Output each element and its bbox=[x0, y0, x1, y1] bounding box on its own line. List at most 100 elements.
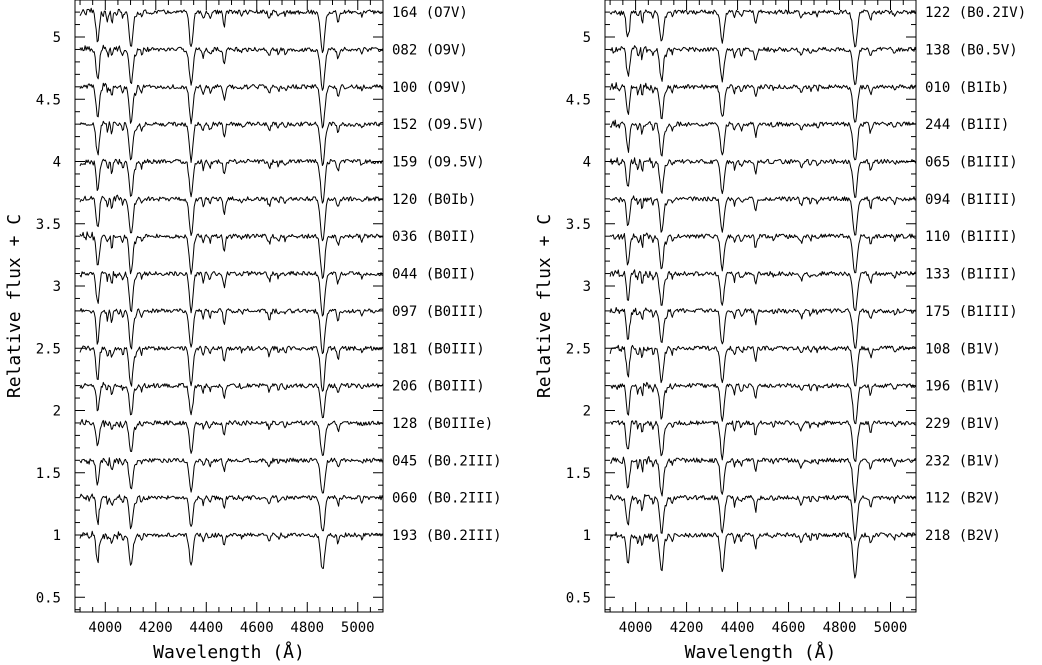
spectrum-label: 206 (B0III) bbox=[392, 379, 485, 395]
x-tick-label: 5000 bbox=[341, 620, 375, 636]
y-tick-label: 0.5 bbox=[36, 590, 61, 606]
y-axis-label: Relative flux + C bbox=[4, 214, 25, 398]
y-tick-label: 2 bbox=[583, 404, 591, 420]
x-tick-label: 4800 bbox=[290, 620, 324, 636]
spectrum-label: 181 (B0III) bbox=[392, 341, 485, 357]
spectrum-label: 010 (B1Ib) bbox=[925, 80, 1009, 96]
y-tick-label: 4 bbox=[53, 155, 61, 171]
spectrum-line bbox=[79, 270, 384, 317]
spectrum-line bbox=[79, 530, 384, 569]
plot-frame bbox=[74, 0, 384, 613]
spectrum-line bbox=[609, 232, 917, 274]
spectrum-line bbox=[79, 120, 384, 166]
x-tick-label: 4400 bbox=[189, 620, 223, 636]
y-tick-label: 2 bbox=[53, 404, 61, 420]
spectrum-line bbox=[609, 119, 917, 161]
y-tick-label: 1.5 bbox=[36, 466, 61, 482]
spectrum-line bbox=[609, 344, 917, 387]
spectrum-label: 108 (B1V) bbox=[925, 341, 1001, 357]
x-tick-label: 5000 bbox=[874, 620, 908, 636]
spectrum-line bbox=[610, 381, 917, 425]
spectrum-line bbox=[79, 493, 384, 532]
spectrum-label: 193 (B0.2III) bbox=[392, 528, 502, 544]
spectrum-line bbox=[610, 456, 917, 504]
y-tick-label: 3.5 bbox=[36, 217, 61, 233]
y-tick-label: 2.5 bbox=[566, 341, 591, 357]
spectrum-label: 232 (B1V) bbox=[925, 453, 1001, 469]
x-tick-label: 4800 bbox=[823, 620, 857, 636]
spectrum-label: 044 (B0II) bbox=[392, 267, 476, 283]
spectrum-line bbox=[79, 345, 384, 392]
spectrum-line bbox=[79, 44, 384, 91]
spectrum-label: 060 (B0.2III) bbox=[392, 491, 502, 507]
x-tick-label: 4200 bbox=[139, 620, 173, 636]
spectrum-label: 100 (O9V) bbox=[392, 80, 468, 96]
y-tick-label: 1 bbox=[583, 528, 591, 544]
y-tick-label: 3 bbox=[583, 279, 591, 295]
spectrum-label: 229 (B1V) bbox=[925, 416, 1001, 432]
spectrum-line bbox=[609, 269, 917, 311]
spectrum-line bbox=[609, 494, 917, 541]
spectrum-line bbox=[79, 381, 384, 419]
spectrum-label: 128 (B0IIIe) bbox=[392, 416, 493, 432]
spectrum-line bbox=[79, 7, 384, 54]
spectrum-line bbox=[609, 82, 917, 123]
spectrum-label: 152 (O9.5V) bbox=[392, 117, 485, 133]
x-tick-label: 4200 bbox=[670, 620, 704, 636]
spectrum-line bbox=[79, 418, 384, 456]
y-tick-label: 3.5 bbox=[566, 217, 591, 233]
spectrum-line bbox=[609, 531, 917, 579]
spectrum-label: 036 (B0II) bbox=[392, 229, 476, 245]
spectrum-label: 133 (B1III) bbox=[925, 267, 1018, 283]
spectrum-label: 164 (O7V) bbox=[392, 5, 468, 21]
spectrum-line bbox=[609, 307, 917, 349]
spectrum-line bbox=[609, 45, 917, 86]
x-tick-label: 4600 bbox=[240, 620, 274, 636]
spectrum-label: 094 (B1III) bbox=[925, 192, 1018, 208]
y-tick-label: 1.5 bbox=[566, 466, 591, 482]
y-tick-label: 4.5 bbox=[36, 92, 61, 108]
x-axis-label: Wavelength (Å) bbox=[153, 641, 305, 663]
spectrum-line bbox=[609, 195, 917, 236]
y-tick-label: 4.5 bbox=[566, 92, 591, 108]
spectrum-line bbox=[609, 420, 917, 462]
y-tick-label: 3 bbox=[53, 279, 61, 295]
spectrum-label: 110 (B1III) bbox=[925, 229, 1018, 245]
spectrum-label: 065 (B1III) bbox=[925, 155, 1018, 171]
spectrum-label: 122 (B0.2IV) bbox=[925, 5, 1026, 21]
spectrum-label: 218 (B2V) bbox=[925, 528, 1001, 544]
spectrum-line bbox=[79, 82, 384, 129]
spectrum-label: 082 (O9V) bbox=[392, 42, 468, 58]
spectrum-line bbox=[79, 308, 384, 355]
spectrum-label: 045 (B0.2III) bbox=[392, 453, 502, 469]
y-tick-label: 4 bbox=[583, 155, 591, 171]
spectrum-line bbox=[79, 457, 384, 494]
spectrum-line bbox=[79, 158, 384, 204]
y-tick-label: 5 bbox=[583, 30, 591, 46]
spectrum-label: 159 (O9.5V) bbox=[392, 155, 485, 171]
spectrum-line bbox=[79, 231, 384, 279]
y-axis-label: Relative flux + C bbox=[534, 214, 555, 398]
spectrum-line bbox=[609, 157, 917, 198]
spectrum-label: 196 (B1V) bbox=[925, 379, 1001, 395]
right-spectra-panel: 4000 4200 4400 4600 4800 5000 0.5 1 1.5 2 2.5 3 3.5 4… bbox=[534, 0, 1026, 663]
x-tick-label: 4600 bbox=[772, 620, 806, 636]
y-tick-label: 2.5 bbox=[36, 341, 61, 357]
spectrum-label: 120 (B0Ib) bbox=[392, 192, 476, 208]
spectrum-line bbox=[609, 9, 917, 48]
plot-frame bbox=[604, 0, 917, 613]
spectrum-line bbox=[79, 194, 384, 242]
spectrum-label: 244 (B1II) bbox=[925, 117, 1009, 133]
left-spectra-panel: 4000 4200 4400 4600 4800 5000 0.5 1 1.5 2 2.5 3 3.5 4… bbox=[4, 0, 502, 663]
x-tick-label: 4000 bbox=[88, 620, 122, 636]
y-tick-label: 5 bbox=[53, 30, 61, 46]
spectrum-label: 138 (B0.5V) bbox=[925, 42, 1018, 58]
spectrum-label: 112 (B2V) bbox=[925, 491, 1001, 507]
spectrum-label: 097 (B0III) bbox=[392, 304, 485, 320]
y-tick-label: 1 bbox=[53, 528, 61, 544]
x-tick-label: 4400 bbox=[721, 620, 755, 636]
y-tick-label: 0.5 bbox=[566, 590, 591, 606]
spectrum-label: 175 (B1III) bbox=[925, 304, 1018, 320]
x-tick-label: 4000 bbox=[619, 620, 653, 636]
